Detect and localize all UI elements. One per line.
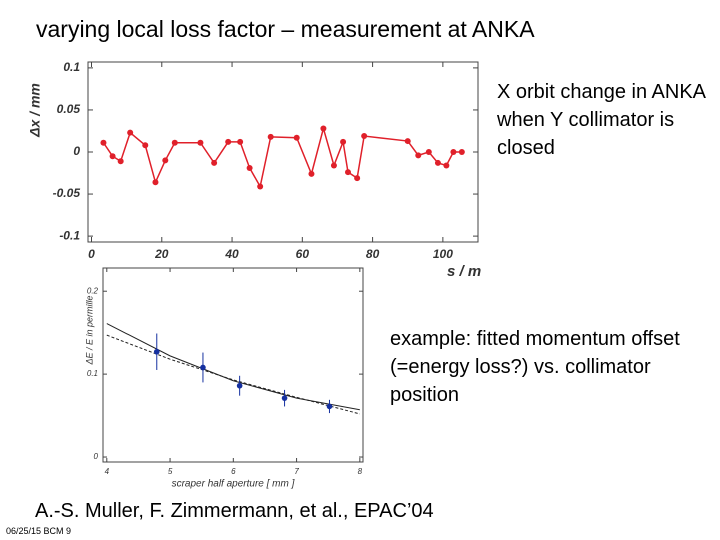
data-point xyxy=(450,149,457,155)
data-point xyxy=(443,162,450,169)
data-point xyxy=(340,138,347,145)
x-tick-label: 40 xyxy=(224,247,239,261)
data-point xyxy=(434,159,441,166)
x-tick-label: 0 xyxy=(88,247,95,261)
y-tick-label: 0 xyxy=(94,452,99,461)
fit-curve xyxy=(106,323,360,411)
data-point xyxy=(197,139,204,146)
y-tick-label: -0.1 xyxy=(59,228,80,242)
data-point xyxy=(320,125,327,132)
data-point xyxy=(425,149,432,155)
data-point xyxy=(127,129,134,136)
data-point xyxy=(153,348,160,355)
fit-curve xyxy=(106,334,360,415)
citation: A.-S. Muller, F. Zimmermann, et al., EPA… xyxy=(35,500,434,522)
y-tick-label: 0.05 xyxy=(57,102,81,116)
data-point xyxy=(361,133,368,140)
data-point xyxy=(211,159,218,166)
y-tick-label: 0.1 xyxy=(87,369,98,378)
data-point xyxy=(171,139,178,146)
x-tick-label: 7 xyxy=(294,467,299,476)
data-point xyxy=(100,139,107,146)
data-point xyxy=(109,153,116,160)
y-tick-label: -0.05 xyxy=(53,186,81,200)
data-point xyxy=(281,395,288,401)
data-point xyxy=(200,364,206,371)
x-axis-label: scraper half aperture [ mm ] xyxy=(172,479,295,490)
x-tick-label: 8 xyxy=(358,467,363,476)
data-point xyxy=(404,138,411,145)
data-point xyxy=(152,179,159,186)
data-point xyxy=(246,164,253,171)
data-point xyxy=(142,142,149,149)
data-point xyxy=(308,170,315,177)
data-point xyxy=(458,149,465,155)
caption: X orbit change in ANKA when Y collimator… xyxy=(497,81,705,159)
data-point xyxy=(257,183,264,190)
data-point xyxy=(345,169,351,176)
y-tick-label: 0.1 xyxy=(63,60,80,74)
data-point xyxy=(293,134,300,141)
x-tick-label: 60 xyxy=(296,247,310,261)
x-tick-label: 80 xyxy=(366,247,380,261)
data-line xyxy=(102,125,462,189)
footer: 06/25/15 BCM 9 xyxy=(6,526,72,536)
x-tick-label: 100 xyxy=(433,247,453,261)
data-point xyxy=(237,138,244,145)
data-point xyxy=(415,152,422,159)
data-point xyxy=(236,382,243,389)
plot-frame xyxy=(102,267,364,463)
data-point xyxy=(267,133,274,140)
data-point xyxy=(117,158,124,165)
x-axis-label: s / m xyxy=(447,263,481,280)
x-tick-label: 20 xyxy=(154,247,169,261)
data-point xyxy=(162,157,169,164)
slide-title: varying local loss factor – measurement … xyxy=(36,16,535,42)
x-tick-label: 6 xyxy=(231,467,236,476)
y-axis-label: Δx / mm xyxy=(27,83,43,138)
data-point xyxy=(225,138,232,145)
y-tick-label: 0 xyxy=(73,144,80,158)
data-point xyxy=(354,175,361,182)
data-point xyxy=(330,162,337,169)
x-tick-label: 5 xyxy=(168,467,173,476)
caption: example: fitted momentum offset (=energy… xyxy=(390,328,680,406)
y-tick-label: 0.2 xyxy=(87,286,99,295)
data-point xyxy=(326,403,333,410)
y-axis-label: ΔE / E in permille xyxy=(84,295,94,365)
x-tick-label: 4 xyxy=(105,467,110,476)
